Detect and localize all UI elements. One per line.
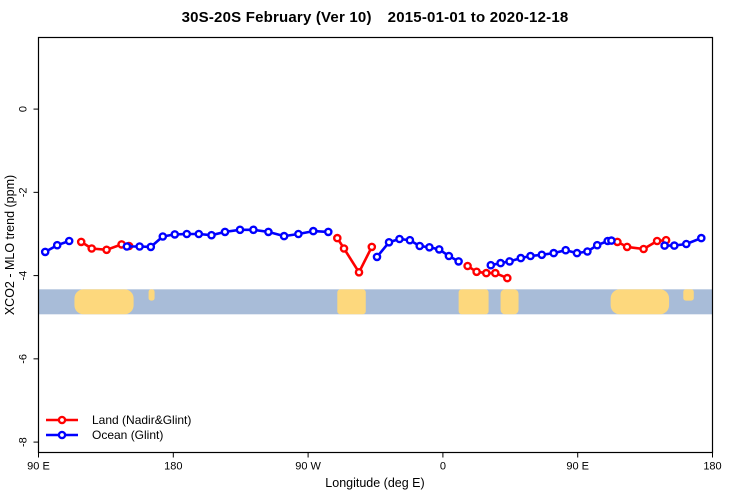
data-point-marker xyxy=(682,239,691,249)
data-point-marker xyxy=(592,240,602,250)
x-axis-label: Longitude (deg E) xyxy=(325,476,425,490)
data-point-marker xyxy=(194,229,204,239)
data-point-marker xyxy=(607,236,616,245)
data-point-marker xyxy=(583,247,592,256)
legend-label-ocean: Ocean (Glint) xyxy=(92,427,164,442)
data-point-marker xyxy=(40,247,50,257)
ocean-marker-icon xyxy=(46,430,78,439)
data-point-marker xyxy=(146,242,156,252)
land-patch-madagascar xyxy=(500,289,519,315)
data-point-marker xyxy=(220,227,230,237)
data-point-marker xyxy=(639,244,648,254)
land-marker-icon xyxy=(46,415,78,424)
data-point-marker xyxy=(182,229,192,239)
data-point-marker xyxy=(279,231,289,241)
data-point-marker xyxy=(64,236,74,246)
data-point-marker xyxy=(444,251,454,261)
data-point-marker xyxy=(415,241,425,251)
data-point-marker xyxy=(76,237,86,247)
series-line xyxy=(335,236,374,274)
data-point-marker xyxy=(490,268,500,278)
data-point-marker xyxy=(472,267,481,277)
page-title: 30S-20S February (Ver 10) 2015-01-01 to 2… xyxy=(0,9,750,26)
data-point-marker xyxy=(332,233,342,243)
data-point-marker xyxy=(526,251,535,261)
land-patch-australia-wrap xyxy=(610,289,670,315)
data-point-marker xyxy=(323,227,333,237)
ocean-series xyxy=(40,225,706,270)
data-point-marker xyxy=(122,242,132,251)
data-point-marker xyxy=(170,230,180,239)
data-point-marker xyxy=(354,267,364,277)
data-point-marker xyxy=(697,233,706,243)
data-point-marker xyxy=(502,273,512,283)
legend: Land (Nadir&Glint) Ocean (Glint) xyxy=(44,412,191,442)
land-patch-south-america xyxy=(337,289,366,315)
data-point-marker xyxy=(561,245,571,255)
data-point-marker xyxy=(235,225,245,235)
map-strip xyxy=(38,289,713,315)
y-tick-label: -6 xyxy=(18,354,30,364)
x-tick-label: 180 xyxy=(164,461,182,473)
x-tick-label: 90 E xyxy=(27,461,50,473)
data-point-marker xyxy=(308,226,318,236)
data-point-marker xyxy=(486,260,496,270)
legend-item-land: Land (Nadir&Glint) xyxy=(44,412,191,427)
data-point-marker xyxy=(372,252,382,262)
plot-border xyxy=(37,36,714,454)
y-tick-label: 0 xyxy=(18,106,30,112)
data-point-marker xyxy=(454,257,463,266)
data-point-marker xyxy=(434,245,444,254)
title-date-range: 2015-01-01 to 2020-12-18 xyxy=(387,9,569,26)
data-point-marker xyxy=(102,245,111,255)
x-tick-label: 0 xyxy=(440,461,446,473)
title-region-period: 30S-20S February (Ver 10) xyxy=(181,9,372,26)
legend-item-ocean: Ocean (Glint) xyxy=(44,427,191,442)
data-point-marker xyxy=(395,234,404,244)
land-patch-southern-africa xyxy=(458,289,489,315)
data-point-marker xyxy=(481,268,491,278)
x-tick-label: 90 W xyxy=(295,461,321,473)
x-tick-label: 90 E xyxy=(566,461,589,473)
data-point-marker xyxy=(87,244,96,253)
y-tick-label: -4 xyxy=(18,271,30,281)
data-point-marker xyxy=(367,242,377,252)
data-point-marker xyxy=(622,242,632,252)
data-point-marker xyxy=(549,248,559,258)
data-point-marker xyxy=(537,250,547,260)
data-point-marker xyxy=(670,241,679,250)
data-point-marker xyxy=(572,248,582,258)
land-patch-new-caledonia xyxy=(148,289,155,301)
data-point-marker xyxy=(52,240,62,250)
legend-label-land: Land (Nadir&Glint) xyxy=(92,412,192,427)
data-point-marker xyxy=(384,237,394,247)
data-point-marker xyxy=(425,242,434,252)
data-point-marker xyxy=(405,235,415,245)
y-tick-label: -8 xyxy=(18,437,30,447)
data-point-marker xyxy=(294,229,303,239)
land-patch-new-caledonia-wrap xyxy=(683,289,694,301)
data-point-marker xyxy=(339,244,349,253)
data-point-marker xyxy=(264,227,273,237)
data-point-marker xyxy=(207,230,216,240)
land-series xyxy=(76,233,671,283)
data-point-marker xyxy=(496,258,505,268)
data-point-marker xyxy=(505,257,514,266)
data-point-marker xyxy=(652,236,662,246)
axes: 90 E 180 90 W 0 90 E 180 0 -2 -4 -6 -8 xyxy=(18,106,722,472)
series-line xyxy=(125,228,330,249)
land-patch-australia xyxy=(74,289,134,315)
x-tick-label: 180 xyxy=(703,461,721,473)
data-point-marker xyxy=(516,253,526,263)
data-point-marker xyxy=(249,225,258,235)
y-tick-label: -2 xyxy=(18,187,30,197)
data-point-marker xyxy=(660,241,669,250)
data-point-marker xyxy=(158,232,168,241)
data-point-marker xyxy=(135,242,144,251)
series-line xyxy=(663,236,703,247)
data-point-marker xyxy=(463,261,472,271)
